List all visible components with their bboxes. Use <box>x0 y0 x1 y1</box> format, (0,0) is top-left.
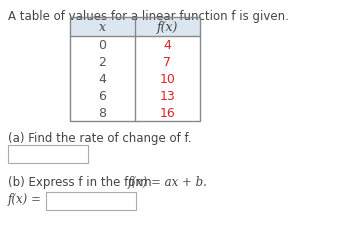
Text: (a) Find the rate of change of f.: (a) Find the rate of change of f. <box>8 131 191 144</box>
Bar <box>70 18 200 37</box>
Bar <box>46 192 136 210</box>
Text: f(x) = ax + b.: f(x) = ax + b. <box>128 175 208 188</box>
Bar <box>70 18 200 121</box>
Text: 4: 4 <box>163 39 172 52</box>
Text: f(x) =: f(x) = <box>8 192 42 205</box>
Text: (b) Express f in the form: (b) Express f in the form <box>8 175 152 188</box>
Text: f(x): f(x) <box>157 21 178 34</box>
Text: 10: 10 <box>160 73 175 86</box>
Bar <box>8 145 88 163</box>
Text: 6: 6 <box>99 90 106 103</box>
Text: 8: 8 <box>98 106 106 120</box>
Text: 7: 7 <box>163 56 172 69</box>
Text: 2: 2 <box>99 56 106 69</box>
Text: A table of values for a linear function f is given.: A table of values for a linear function … <box>8 10 289 23</box>
Text: 0: 0 <box>98 39 106 52</box>
Text: 13: 13 <box>160 90 175 103</box>
Text: 16: 16 <box>160 106 175 120</box>
Text: 4: 4 <box>99 73 106 86</box>
Text: x: x <box>99 21 106 34</box>
